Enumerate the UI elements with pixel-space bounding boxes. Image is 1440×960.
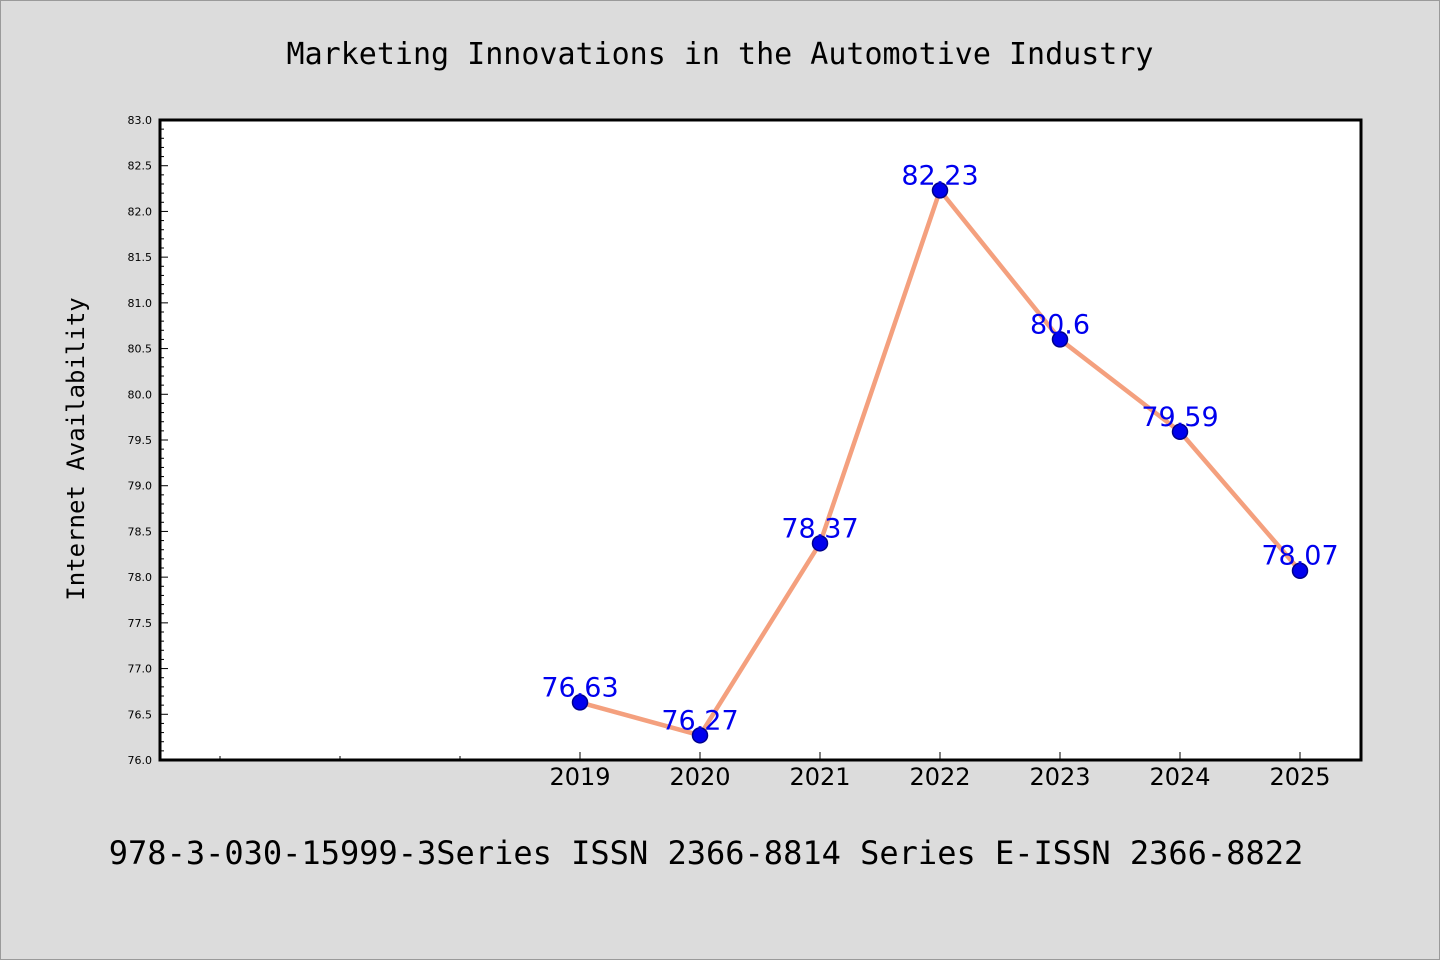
x-axis-ticks: 2019 2020 2021 2022 2023 2024 2025 [219,752,1331,791]
series-layer: 76.63 76.27 78.37 82.23 80.6 79.59 78.07 [541,160,1339,744]
x-tick-label: 2024 [1149,763,1210,791]
data-point [1051,331,1069,348]
y-tick-label: 78.5 [128,525,153,538]
chart-title: Marketing Innovations in the Automotive … [287,37,1154,72]
y-tick-label: 83.0 [128,114,153,127]
y-tick-label: 80.5 [128,343,153,356]
y-tick-label: 76.0 [128,754,153,767]
data-label: 82.23 [901,160,978,191]
x-tick-label: 2021 [789,763,850,791]
data-point [811,535,829,552]
y-tick-label: 81.5 [128,251,153,264]
data-label: 78.07 [1261,541,1338,572]
x-tick-label: 2023 [1029,763,1090,791]
x-tick-label: 2019 [549,763,610,791]
y-tick-label: 79.0 [128,480,153,493]
data-label: 76.63 [541,672,618,703]
y-tick-label: 82.0 [128,205,153,218]
x-tick-label: 2025 [1269,763,1330,791]
y-tick-label: 78.0 [128,571,153,584]
plot-border [158,118,1363,762]
y-tick-label: 80.0 [128,388,153,401]
x-tick-label: 2020 [669,763,730,791]
y-tick-label: 77.0 [128,663,153,676]
data-label: 78.37 [781,513,858,544]
y-tick-label: 82.5 [128,160,153,173]
y-tick-label: 81.0 [128,297,153,310]
data-point [571,694,589,711]
data-label: 80.6 [1030,309,1090,340]
data-point [1291,562,1309,579]
data-point [691,727,709,744]
footer-text: 978-3-030-15999-3Series ISSN 2366-8814 S… [109,834,1303,872]
plot-area [160,120,1361,760]
y-tick-label: 79.5 [128,434,153,447]
y-tick-label: 77.5 [128,617,153,630]
data-point [1171,423,1189,441]
data-point [931,182,949,199]
data-label: 76.27 [661,705,738,736]
y-tick-label: 76.5 [128,708,153,721]
data-label: 79.59 [1141,402,1218,433]
x-tick-label: 2022 [909,763,970,791]
y-axis-label: Internet Availability [62,297,90,600]
